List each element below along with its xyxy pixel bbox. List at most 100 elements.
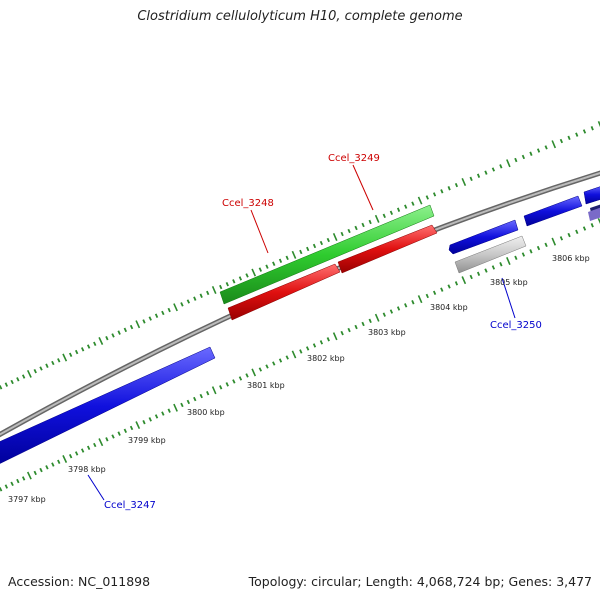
gene-label-ccel-3249: Ccel_3249 (328, 153, 380, 164)
tick-mark (484, 170, 488, 175)
tick-mark (16, 377, 20, 382)
tick-mark (536, 245, 541, 251)
tick-mark (590, 223, 594, 228)
tick-mark (332, 232, 338, 242)
tick-mark (278, 358, 283, 363)
gene-blue-edge[interactable] (583, 185, 600, 205)
outer-tick-track (0, 120, 600, 390)
tick-mark (440, 287, 444, 292)
gene-label-ccel-3248: Ccel_3248 (222, 198, 274, 209)
gene-label-ccel-3247: Ccel_3247 (104, 500, 156, 511)
genome-backbone (0, 170, 600, 438)
tick-mark (382, 312, 386, 317)
tick-mark (62, 455, 68, 463)
tick-mark (62, 353, 68, 362)
tick-mark (551, 140, 557, 149)
tick-mark (411, 201, 415, 206)
tick-mark (597, 120, 600, 128)
tick-mark (368, 219, 372, 225)
tick-mark (0, 385, 3, 390)
tick-mark (521, 252, 526, 257)
tick-mark (86, 344, 91, 349)
tick-mark (354, 324, 358, 330)
tick-mark (206, 391, 210, 396)
tick-mark (306, 246, 310, 252)
tick-mark (389, 210, 394, 215)
tick-mark (285, 355, 289, 360)
tick-mark (491, 167, 496, 172)
tick-mark (340, 330, 344, 336)
tick-mark (21, 374, 26, 379)
gene-purple-edge[interactable] (588, 206, 600, 221)
tick-mark (245, 373, 249, 378)
tick-mark (575, 132, 579, 137)
gene-ccel-3249[interactable] (219, 204, 435, 305)
tick-mark (340, 231, 344, 237)
tick-mark (161, 411, 165, 416)
tick-mark (506, 256, 511, 266)
tick-mark (332, 332, 338, 341)
scale-label: 3800 kbp (187, 408, 225, 417)
tick-mark (326, 337, 330, 342)
gene-blue-3805[interactable] (448, 219, 519, 255)
tick-mark (10, 379, 14, 385)
leader-ccel-3247 (87, 474, 105, 501)
gene-ccel-3248b[interactable] (337, 224, 438, 274)
tick-mark (447, 186, 451, 191)
tick-mark (368, 318, 372, 324)
tick-mark (440, 189, 444, 194)
tick-mark (193, 296, 197, 301)
tick-mark (148, 316, 152, 321)
tick-mark (567, 232, 571, 238)
scale-label: 3806 kbp (552, 254, 590, 263)
tick-mark (173, 403, 178, 412)
tick-mark (4, 382, 9, 387)
tick-mark (251, 368, 257, 377)
tick-mark (484, 268, 488, 273)
gene-ccel-3248[interactable] (227, 263, 341, 321)
tick-mark (374, 313, 380, 322)
tick-mark (551, 237, 557, 246)
tick-mark (135, 320, 141, 329)
tick-mark (68, 352, 73, 357)
tick-mark (26, 369, 32, 378)
accession-text: Accession: NC_011898 (8, 574, 151, 589)
scale-label: 3798 kbp (68, 465, 106, 474)
tick-mark (45, 363, 49, 368)
tick-mark (161, 310, 165, 316)
tick-mark (251, 268, 257, 277)
tick-mark (432, 290, 437, 295)
tick-mark (211, 386, 217, 395)
tick-mark (417, 196, 423, 205)
tick-mark (590, 126, 594, 131)
tick-mark (272, 261, 276, 266)
tick-mark (374, 214, 380, 223)
tick-mark (544, 145, 548, 150)
tick-mark (258, 367, 263, 372)
inner-tick-track (0, 217, 600, 492)
tick-mark (425, 195, 429, 200)
tick-mark (129, 324, 134, 330)
tick-mark (199, 293, 203, 298)
tick-mark (461, 276, 467, 285)
gene-blue-3806[interactable] (523, 195, 583, 227)
leader-ccel-3250 (501, 277, 516, 319)
tick-mark (597, 217, 600, 225)
tick-mark (117, 431, 121, 436)
tick-mark (454, 182, 459, 188)
tick-mark (454, 281, 459, 286)
tick-mark (98, 438, 104, 447)
tick-mark (305, 346, 310, 351)
tick-mark (93, 442, 97, 448)
tick-mark (211, 285, 217, 295)
tick-mark (396, 306, 401, 311)
tick-mark (206, 290, 210, 296)
tick-mark (45, 465, 49, 470)
gene-ccel-3247[interactable] (0, 346, 216, 466)
tick-mark (299, 249, 303, 255)
tick-mark (80, 448, 85, 453)
map-title: Clostridium cellulolyticum H10, complete… (137, 9, 463, 24)
gene-ccel-3250[interactable] (454, 235, 527, 274)
tick-mark (238, 376, 243, 381)
